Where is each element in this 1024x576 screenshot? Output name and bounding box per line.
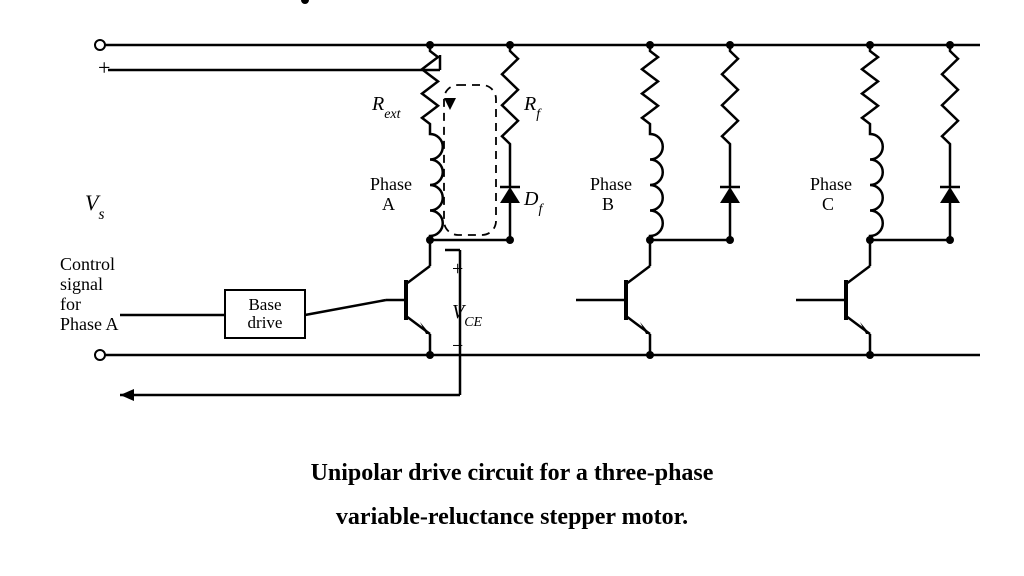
svg-text:drive: drive — [248, 313, 283, 332]
svg-text:Phase A: Phase A — [60, 314, 119, 334]
svg-text:Unipolar drive circuit for a t: Unipolar drive circuit for a three-phase — [311, 460, 714, 486]
svg-text:+: + — [98, 55, 110, 80]
svg-text:Df: Df — [523, 188, 544, 217]
svg-text:Rext: Rext — [371, 93, 402, 122]
svg-text:B: B — [602, 194, 614, 214]
svg-text:−: − — [452, 335, 463, 357]
svg-text:Vs: Vs — [85, 190, 104, 223]
svg-text:VCE: VCE — [452, 301, 483, 330]
svg-text:for: for — [60, 294, 81, 314]
svg-text:A: A — [382, 194, 395, 214]
svg-text:signal: signal — [60, 274, 103, 294]
svg-text:Phase: Phase — [370, 174, 412, 194]
svg-text:Base: Base — [248, 295, 281, 314]
svg-text:Phase: Phase — [590, 174, 632, 194]
svg-text:C: C — [822, 194, 834, 214]
svg-text:Phase: Phase — [810, 174, 852, 194]
svg-text:variable-reluctance stepper mo: variable-reluctance stepper motor. — [336, 504, 688, 530]
svg-text:Control: Control — [60, 254, 115, 274]
svg-text:+: + — [452, 258, 463, 280]
svg-text:Rf: Rf — [523, 93, 542, 122]
